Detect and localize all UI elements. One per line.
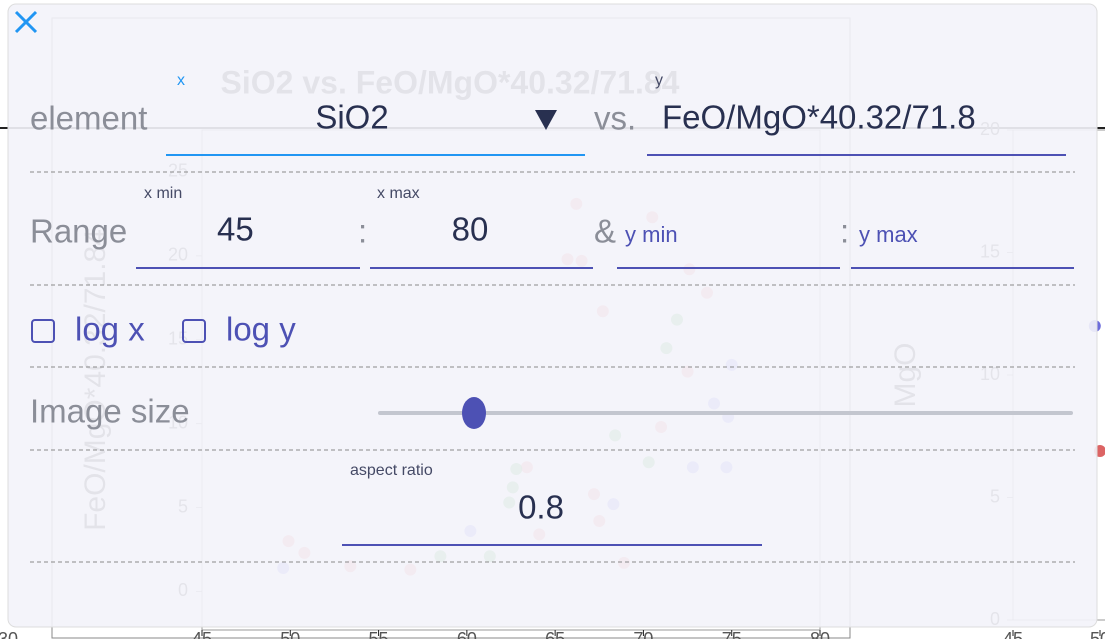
x-caption: x	[177, 72, 185, 89]
x-tick-label: 60	[457, 629, 477, 639]
x-tick-label: 45	[192, 629, 212, 639]
x-tick-label: 50	[1090, 629, 1105, 639]
x-tick-label: 45	[1003, 629, 1023, 639]
x-tick-label: 75	[722, 629, 742, 639]
aspect-ratio-caption: aspect ratio	[350, 462, 433, 479]
image-size-label: Image size	[30, 393, 190, 430]
slider-thumb[interactable]	[462, 397, 486, 429]
log-y-label[interactable]: log y	[226, 311, 296, 348]
x-min-input[interactable]: 45	[217, 211, 254, 248]
x-tick-label: 50	[280, 629, 300, 639]
separator: :	[358, 213, 367, 250]
x-tick-label: 80	[810, 629, 830, 639]
separator: &	[594, 213, 616, 250]
dialog	[7, 3, 1098, 628]
x-tick-label: 55	[369, 629, 389, 639]
log-x-label[interactable]: log x	[75, 311, 145, 348]
x-tick-label: 70	[633, 629, 653, 639]
y-input[interactable]: FeO/MgO*40.32/71.8	[662, 99, 976, 136]
x-tick-label: 65	[545, 629, 565, 639]
range-label: Range	[30, 213, 127, 250]
x-select[interactable]: SiO2	[315, 99, 388, 136]
x-max-caption: x max	[377, 185, 420, 202]
element-label: element	[30, 100, 147, 137]
close-button[interactable]	[14, 10, 38, 34]
vs-label: vs.	[594, 100, 636, 137]
dropdown-arrow[interactable]	[535, 110, 557, 130]
x-min-caption: x min	[144, 185, 182, 202]
x-tick-label: 30	[0, 629, 18, 639]
separator: :	[840, 213, 849, 250]
checkbox[interactable]	[182, 319, 206, 343]
y-min-input[interactable]: y min	[625, 222, 678, 247]
x-max-input[interactable]: 80	[452, 211, 489, 248]
y-caption: y	[655, 72, 663, 89]
y-max-input[interactable]: y max	[859, 222, 918, 247]
aspect-ratio-input[interactable]: 0.8	[518, 489, 564, 526]
checkbox[interactable]	[31, 319, 55, 343]
